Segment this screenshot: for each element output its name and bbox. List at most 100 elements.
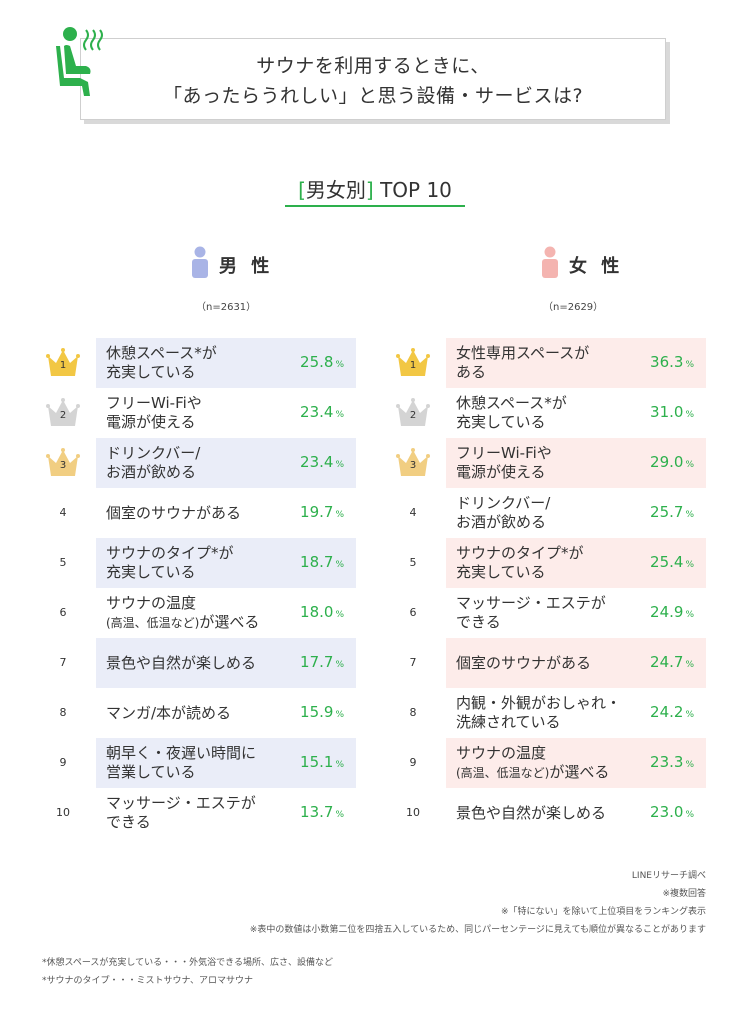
- male-label: 男 性: [219, 256, 274, 277]
- crown-icon: 1: [46, 346, 80, 380]
- rank-number: 2: [409, 410, 417, 421]
- chart-subtitle: [男女別] TOP 10: [298, 178, 452, 202]
- rank-number: 8: [409, 706, 417, 719]
- percent-unit: %: [685, 710, 694, 720]
- source-note: LINEリサーチ調べ: [631, 871, 706, 881]
- male-person-icon: [192, 246, 208, 278]
- crown-icon: 2: [396, 396, 430, 430]
- percent-unit: %: [335, 810, 344, 820]
- percentage-value: 24.9%: [630, 603, 694, 621]
- female-label: 女 性: [569, 256, 624, 277]
- rank-number: 1: [409, 360, 417, 371]
- title-box: サウナを利用するときに、 「あったらうれしい」と思う設備・サービスは?: [80, 38, 666, 120]
- row-highlight: [96, 438, 356, 488]
- percentage-value: 18.0%: [280, 603, 344, 621]
- item-label: 個室のサウナがある: [456, 653, 592, 672]
- item-label: 景色や自然が楽しめる: [456, 803, 607, 822]
- exclude-note: ※「特にない」を除いて上位項目をランキング表示: [500, 907, 706, 917]
- percent-unit: %: [685, 410, 694, 420]
- value-number: 24.2: [650, 703, 684, 721]
- ranking-row: 1 休憩スペース*が 充実している 25.8%: [0, 338, 360, 388]
- percent-unit: %: [685, 360, 694, 370]
- rank-number: 10: [56, 806, 70, 819]
- female-sample-size: （n=2629）: [543, 302, 604, 313]
- crown-icon: 3: [396, 446, 430, 480]
- percentage-value: 15.1%: [280, 753, 344, 771]
- subtitle-underline: [285, 205, 465, 207]
- percent-unit: %: [335, 560, 344, 570]
- item-label: 景色や自然が楽しめる: [106, 653, 257, 672]
- percent-unit: %: [685, 560, 694, 570]
- rank-number: 3: [409, 460, 417, 471]
- rank-number: 5: [59, 556, 67, 569]
- row-highlight: [96, 738, 356, 788]
- percent-unit: %: [335, 510, 344, 520]
- rank-number: 6: [59, 606, 67, 619]
- row-highlight: [446, 738, 706, 788]
- value-number: 23.4: [300, 453, 334, 471]
- ranking-row: 4 個室のサウナがある 19.7%: [0, 488, 360, 538]
- crown-icon: 1: [396, 346, 430, 380]
- ranking-row: 4 ドリンクバー/ お酒が飲める 25.7%: [350, 488, 710, 538]
- male-sample-size: （n=2631）: [196, 302, 257, 313]
- item-label: 休憩スペース*が 充実している: [106, 344, 217, 381]
- rank-number: 10: [406, 806, 420, 819]
- value-number: 15.9: [300, 703, 334, 721]
- percentage-value: 23.3%: [630, 753, 694, 771]
- ranking-row: 3 ドリンクバー/ お酒が飲める 23.4%: [0, 438, 360, 488]
- ranking-row: 9 サウナの温度 (高温、低温など)が選べる 23.3%: [350, 738, 710, 788]
- rank-number: 6: [409, 606, 417, 619]
- ranking-row: 7 個室のサウナがある 24.7%: [350, 638, 710, 688]
- ranking-row: 6 サウナの温度 (高温、低温など)が選べる 18.0%: [0, 588, 360, 638]
- rank-number: 5: [409, 556, 417, 569]
- definition-rest-space: *休憩スペースが充実している・・・外気浴できる場所、広さ、設備など: [42, 958, 333, 968]
- item-label: 女性専用スペースが ある: [456, 344, 590, 381]
- value-number: 36.3: [650, 353, 684, 371]
- item-label: サウナのタイプ*が 充実している: [106, 544, 234, 581]
- ranking-row: 5 サウナのタイプ*が 充実している 18.7%: [0, 538, 360, 588]
- row-highlight: [96, 638, 356, 688]
- value-number: 23.0: [650, 803, 684, 821]
- percent-unit: %: [685, 660, 694, 670]
- item-label: ドリンクバー/ お酒が飲める: [456, 494, 551, 531]
- value-number: 23.4: [300, 403, 334, 421]
- crown-icon: 2: [46, 396, 80, 430]
- item-label: サウナの温度 (高温、低温など)が選べる: [106, 593, 260, 631]
- row-highlight: [96, 338, 356, 388]
- percentage-value: 23.4%: [280, 403, 344, 421]
- item-label: 朝早く・夜遅い時間に 営業している: [106, 744, 257, 781]
- percent-unit: %: [335, 410, 344, 420]
- percent-unit: %: [335, 660, 344, 670]
- percentage-value: 23.0%: [630, 803, 694, 821]
- item-label: サウナのタイプ*が 充実している: [456, 544, 584, 581]
- rank-number: 2: [59, 410, 67, 421]
- percent-unit: %: [685, 460, 694, 470]
- percent-unit: %: [685, 610, 694, 620]
- percentage-value: 15.9%: [280, 703, 344, 721]
- percentage-value: 17.7%: [280, 653, 344, 671]
- percentage-value: 13.7%: [280, 803, 344, 821]
- value-number: 15.1: [300, 753, 334, 771]
- ranking-row: 6 マッサージ・エステが できる 24.9%: [350, 588, 710, 638]
- value-number: 25.4: [650, 553, 684, 571]
- row-highlight: [446, 438, 706, 488]
- value-number: 31.0: [650, 403, 684, 421]
- row-highlight: [446, 538, 706, 588]
- value-number: 13.7: [300, 803, 334, 821]
- rounding-note: ※表中の数値は小数第二位を四捨五入しているため、同じパーセンテージに見えても順位…: [249, 925, 706, 935]
- crown-icon: 3: [46, 446, 80, 480]
- value-number: 19.7: [300, 503, 334, 521]
- female-person-icon: [542, 246, 558, 278]
- rank-number: 4: [59, 506, 67, 519]
- ranking-row: 10 マッサージ・エステが できる 13.7%: [0, 788, 360, 838]
- rank-number: 7: [59, 656, 67, 669]
- percent-unit: %: [685, 760, 694, 770]
- percent-unit: %: [335, 760, 344, 770]
- ranking-row: 2 休憩スペース*が 充実している 31.0%: [350, 388, 710, 438]
- value-number: 24.7: [650, 653, 684, 671]
- rank-number: 9: [59, 756, 67, 769]
- percentage-value: 19.7%: [280, 503, 344, 521]
- item-label: マンガ/本が読める: [106, 703, 232, 722]
- row-highlight: [96, 538, 356, 588]
- percentage-value: 29.0%: [630, 453, 694, 471]
